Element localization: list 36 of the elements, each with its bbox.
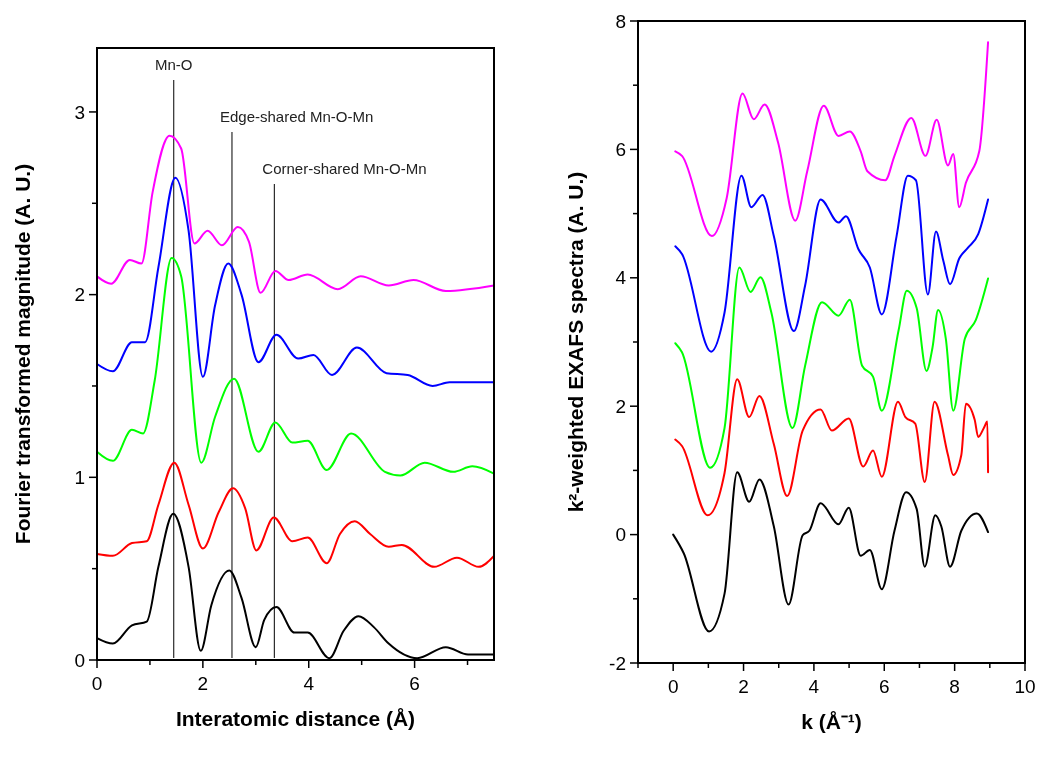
x-tick-label: 6 <box>878 676 890 697</box>
x-axis-title: k (Å⁻¹) <box>801 710 862 733</box>
x-axis-title: Interatomic distance (Å) <box>175 707 416 730</box>
line-series <box>672 471 990 633</box>
line-series <box>96 257 495 477</box>
x-tick-label: 2 <box>738 676 749 697</box>
y-tick-label: 4 <box>615 267 627 289</box>
y-tick-label: 2 <box>615 395 626 417</box>
line-series <box>674 41 990 238</box>
y-tick-label: 1 <box>74 466 85 488</box>
ref-line-label: Edge-shared Mn-O-Mn <box>219 108 374 125</box>
y-tick-label: 0 <box>74 649 85 671</box>
line-series <box>96 176 495 387</box>
y-axis-title: k²-weighted EXAFS spectra (A. U.) <box>564 171 587 513</box>
x-tick-label: 4 <box>808 676 820 697</box>
x-tick-label: 2 <box>197 673 209 694</box>
x-tick-label: 6 <box>409 673 420 694</box>
line-series <box>96 134 495 294</box>
y-axis-title: Fourier transformed magnitude (A. U.) <box>11 163 34 545</box>
y-tick-label: 2 <box>74 284 85 306</box>
x-tick-label: 0 <box>667 676 679 697</box>
line-series <box>674 174 990 353</box>
ref-line-label: Mn-O <box>155 56 193 73</box>
line-series <box>674 266 990 469</box>
y-tick-label: 3 <box>74 101 85 123</box>
ref-line-label: Corner-shared Mn-O-Mn <box>262 160 427 177</box>
line-series <box>674 378 990 517</box>
y-tick-label: -2 <box>609 652 626 674</box>
x-tick-label: 0 <box>91 673 103 694</box>
x-tick-label: 8 <box>949 676 960 697</box>
line-series <box>96 461 495 568</box>
y-tick-label: 6 <box>615 139 626 161</box>
y-tick-label: 0 <box>615 524 626 546</box>
y-tick-label: 8 <box>615 10 626 32</box>
x-tick-label: 4 <box>303 673 315 694</box>
x-tick-label: 10 <box>1014 676 1036 697</box>
